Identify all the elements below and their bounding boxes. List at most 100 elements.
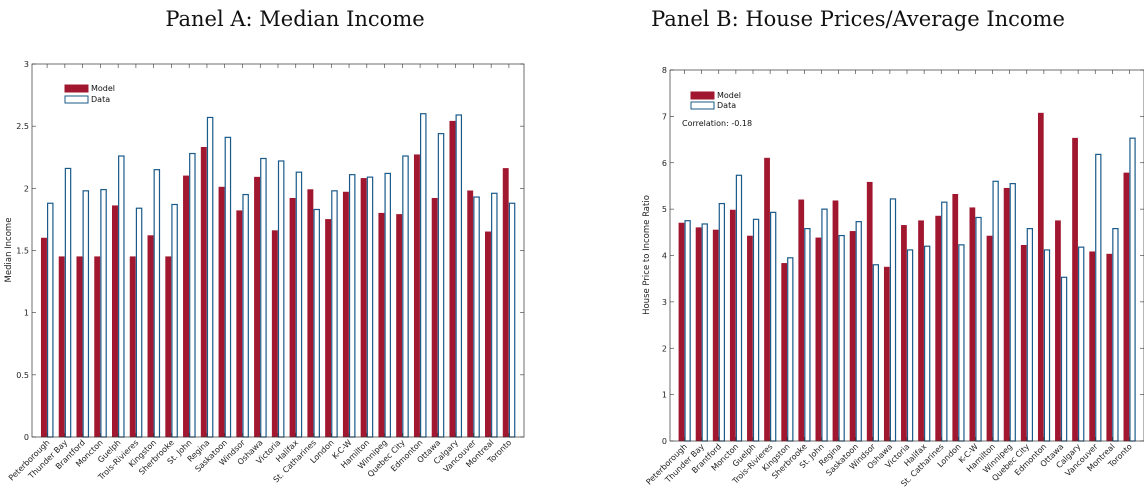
panel-b-bar-model-oshawa [883, 266, 890, 442]
panel-a-bar-data-k-c-w [348, 174, 356, 438]
panel-b-bar-model-toronto [1123, 172, 1130, 442]
panel-b-legend-model-label: Model [717, 91, 741, 100]
panel-a-bar-model-toronto [502, 168, 509, 438]
panel-b-bar-model-st-catharines [935, 215, 942, 442]
panel-a-bar-data-brantford [82, 190, 90, 438]
panel-a-bar-model-hamilton [360, 178, 367, 438]
panel-b-ytick-label: 5 [662, 205, 667, 214]
panel-a-bar-model-oshawa [254, 176, 261, 438]
panel-b-bar-data-thunder-bay [701, 223, 708, 442]
panel-a-bar-model-ottawa [431, 197, 438, 438]
panel-b-title: Panel B: House Prices/Average Income [651, 7, 1065, 31]
panel-b-bar-model-montreal [1106, 253, 1113, 442]
panel-a-bar-model-thunder-bay [58, 256, 65, 438]
panel-b-bar-data-brantford [718, 202, 726, 442]
panel-a-bar-model-edmonton [413, 154, 420, 438]
panel-b-bar-model-saskatoon [849, 231, 856, 442]
panel-a-title: Panel A: Median Income [165, 7, 424, 31]
panel-a-bar-data-edmonton [419, 113, 427, 438]
panel-b-bar-data-calgary [1078, 246, 1085, 442]
panel-b-bar-data-guelph [752, 218, 760, 442]
panel-a-bar-model-peterborough [40, 237, 47, 438]
panel-a-bar-model-st-john [183, 175, 189, 438]
panel-b-bar-data-moncton [735, 174, 743, 442]
panel-b-ytick-label: 7 [662, 112, 667, 121]
panel-a-bar-data-winnipeg [384, 172, 391, 438]
panel-b-bar-model-hamilton [986, 235, 993, 442]
panel-b-bar-data-halifax [924, 245, 931, 442]
panel-b-bar-data-st-john [821, 208, 828, 442]
panel-a-bar-data-thunder-bay [64, 167, 72, 438]
panel-a-bar-data-vancouver [473, 196, 480, 438]
panel-b-correlation-annotation: Correlation: -0.18 [682, 119, 752, 128]
panel-a-legend-data-swatch [64, 95, 89, 104]
panel-b-bar-model-k-c-w [969, 207, 976, 442]
panel-a-bar-model-windsor [236, 210, 243, 438]
panel-a-bar-model-trois-rivieres [129, 256, 136, 438]
panel-a-ytick-label: 0.5 [16, 371, 29, 380]
panel-b-bar-model-winnipeg [1003, 187, 1010, 442]
panel-a-bar-model-moncton [94, 256, 101, 438]
panel-a-bar-data-london [331, 190, 338, 438]
panel-a-bar-data-victoria [277, 160, 285, 438]
panel-b-bar-data-edmonton [1043, 249, 1051, 442]
panel-b-ytick-label: 2 [662, 344, 667, 353]
panel-a-bar-data-guelph [118, 155, 125, 438]
panel-b-bar-data-ottawa [1060, 276, 1068, 442]
panel-b-bar-data-quebec-city [1026, 228, 1034, 442]
panel-a-bar-data-regina [206, 116, 214, 438]
panel-b-bar-model-edmonton [1037, 112, 1044, 442]
panel-b-bar-data-saskatoon [855, 221, 862, 442]
panel-b-legend-data-swatch [690, 101, 715, 110]
panel-b-bar-model-guelph [747, 235, 753, 442]
panel-a-bar-model-vancouver [467, 190, 474, 438]
panel-a-median-income: Panel A: Median Income Median Income 0 0.… [4, 7, 525, 484]
panel-b-bar-model-victoria [901, 225, 907, 442]
panel-b-legend-model-swatch [690, 91, 715, 100]
panel-a-legend-data-label: Data [91, 95, 110, 104]
panel-b-bar-model-sherbrooke [798, 199, 805, 442]
panel-a-bar-data-kingston [153, 169, 161, 438]
panel-b-bar-data-winnipeg [1009, 183, 1016, 442]
panel-a-bar-data-peterborough [46, 202, 54, 438]
panel-a-bar-model-sherbrooke [165, 256, 172, 438]
panel-a-axes-box [31, 63, 525, 438]
panel-b-ytick-label: 1 [662, 391, 667, 400]
panel-b-bar-data-sherbrooke [804, 228, 811, 442]
panel-b-y-axis-label: House Price to Income Ratio [642, 195, 652, 315]
panel-b-bar-data-montreal [1112, 228, 1119, 442]
panel-a-bar-model-brantford [76, 256, 83, 438]
panel-b-bar-data-vancouver [1095, 153, 1102, 442]
panel-b-bar-data-toronto [1129, 137, 1136, 442]
panel-a-legend-model-swatch [64, 84, 89, 93]
panel-a-bar-data-oshawa [260, 157, 267, 438]
panel-b-bar-model-kingston [781, 263, 788, 442]
panel-a-bar-model-victoria [271, 230, 278, 438]
panel-a-bar-data-moncton [100, 188, 107, 438]
panel-a-bar-data-ottawa [437, 133, 445, 438]
panel-b-bar-data-hamilton [992, 180, 999, 442]
panel-b-ytick-label: 8 [662, 66, 667, 75]
panel-b-bar-data-kingston [787, 257, 794, 442]
panel-b-bar-data-trois-rivieres [770, 211, 777, 442]
panel-a-bar-data-calgary [455, 114, 463, 438]
panel-a-bar-data-quebec-city [402, 155, 409, 438]
panel-a-ytick-label: 3 [24, 60, 29, 69]
panel-a-ytick-label: 2 [24, 184, 29, 193]
panel-a-bar-data-saskatoon [224, 136, 232, 438]
panel-b-bar-data-london [958, 244, 965, 442]
panel-b-bar-data-windsor [872, 264, 880, 442]
panel-a-bar-data-windsor [242, 193, 249, 438]
panel-a-legend-model-label: Model [91, 84, 115, 93]
panel-b-axes-box [669, 69, 1144, 442]
panel-a-bar-data-montreal [491, 192, 498, 438]
panel-b-bar-data-victoria [906, 249, 914, 442]
panel-b-bar-model-ottawa [1055, 220, 1061, 442]
panel-a-bar-data-st-john [189, 152, 196, 438]
panel-b-bar-data-k-c-w [975, 216, 982, 442]
panel-a-bar-data-st-catharines [313, 208, 320, 438]
panel-b-bar-model-moncton [729, 209, 736, 442]
panel-a-bar-model-calgary [449, 120, 456, 438]
panel-a-bar-model-st-catharines [307, 189, 314, 438]
